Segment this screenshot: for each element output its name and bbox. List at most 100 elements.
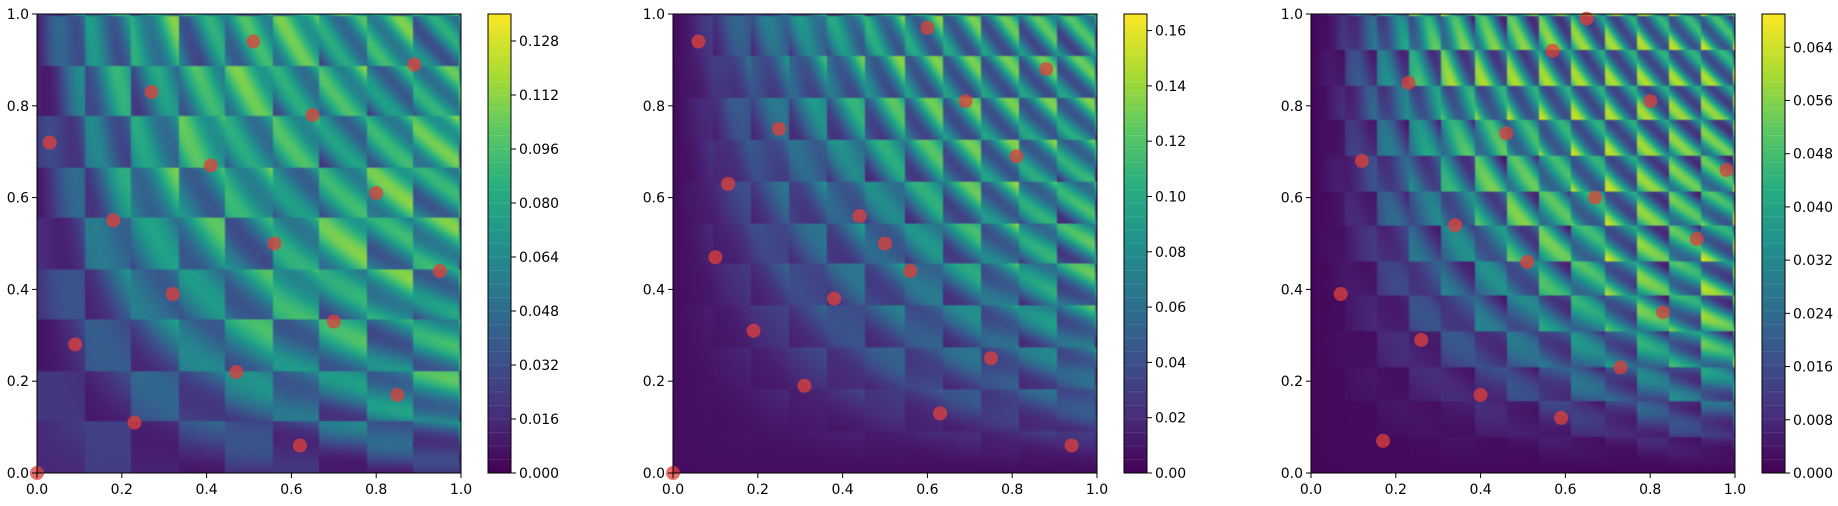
x-tick-label: 0.8 xyxy=(1001,482,1023,498)
heatmap-field xyxy=(1311,14,1735,473)
colorbar-tick-label: 0.12 xyxy=(1155,134,1186,150)
sample-point xyxy=(1719,163,1734,178)
sample-point xyxy=(708,250,723,265)
sample-point xyxy=(1545,43,1560,58)
colorbar-tick-label: 0.080 xyxy=(519,196,559,212)
sample-point xyxy=(958,94,973,109)
colorbar-frame xyxy=(1123,13,1148,474)
colorbar-frame xyxy=(487,13,512,474)
sample-point xyxy=(878,236,892,251)
colorbar-tick-label: 0.032 xyxy=(1793,253,1833,269)
sample-point xyxy=(1376,433,1391,448)
sample-point xyxy=(984,351,998,366)
sample-point xyxy=(1064,438,1079,453)
sample-point xyxy=(246,34,261,49)
x-tick-label: 1.0 xyxy=(450,482,472,498)
x-tick-label: 0.6 xyxy=(280,482,302,498)
colorbar-tick-label: 0.056 xyxy=(1793,93,1833,109)
sample-point xyxy=(691,34,706,49)
sample-point xyxy=(852,208,867,223)
sample-point xyxy=(797,378,812,393)
colorbar-tick-label: 0.048 xyxy=(519,304,559,320)
colorbar-tick-label: 0.06 xyxy=(1155,300,1186,316)
sample-point xyxy=(1588,190,1603,205)
colorbar xyxy=(1124,14,1147,473)
sample-point xyxy=(68,337,83,352)
colorbar-tick-label: 0.064 xyxy=(1793,40,1833,56)
colorbar xyxy=(488,14,511,473)
sample-point xyxy=(1473,387,1488,402)
x-tick-label: 0.4 xyxy=(831,482,853,498)
colorbar-tick-label: 0.128 xyxy=(519,34,559,50)
sample-point xyxy=(229,365,244,380)
x-tick-label: 1.0 xyxy=(1086,482,1108,498)
sample-point xyxy=(203,158,218,173)
sample-point xyxy=(144,85,159,100)
sample-point xyxy=(369,186,384,201)
colorbar-tick-label: 0.10 xyxy=(1155,189,1186,205)
colorbar-tick-label: 0.048 xyxy=(1793,147,1833,163)
sample-point xyxy=(292,438,307,453)
y-tick-label: 0.4 xyxy=(7,282,29,298)
plot-frame xyxy=(672,13,1098,474)
sample-point xyxy=(390,387,405,402)
sample-point xyxy=(127,415,142,430)
y-tick-label: 0.6 xyxy=(1281,191,1303,207)
colorbar xyxy=(1762,14,1785,473)
colorbar-tick-label: 0.016 xyxy=(1793,360,1833,376)
x-tick-label: 0.2 xyxy=(1385,482,1407,498)
sample-point xyxy=(1643,94,1658,109)
y-tick-label: 0.2 xyxy=(643,374,665,390)
x-tick-label: 0.8 xyxy=(1639,482,1661,498)
sample-point xyxy=(1354,153,1369,168)
chart-panel-1: 0.0 0.2 0.4 0.6 0.8 1.0 0.0 0.2 0.4 0.6 0.8 1.0 0.00… xyxy=(7,7,559,498)
colorbar-tick-label: 0.04 xyxy=(1155,355,1186,371)
sample-point xyxy=(1401,75,1416,90)
sample-point xyxy=(721,176,736,191)
plot-frame xyxy=(1310,13,1736,474)
colorbar-tick-label: 0.14 xyxy=(1155,79,1186,95)
sample-point xyxy=(1579,11,1594,26)
sample-point xyxy=(1499,126,1514,141)
sample-point xyxy=(772,121,786,136)
sample-point xyxy=(1039,62,1054,77)
colorbar-tick-label: 0.02 xyxy=(1155,411,1186,427)
x-tick-label: 0.0 xyxy=(1300,482,1322,498)
sample-point xyxy=(933,406,948,421)
colorbar-tick-label: 0.000 xyxy=(1793,466,1833,482)
x-tick-label: 1.0 xyxy=(1724,482,1746,498)
colorbar-tick-label: 0.16 xyxy=(1155,24,1186,40)
colorbar-tick-label: 0.040 xyxy=(1793,200,1833,216)
colorbar-tick-label: 0.064 xyxy=(519,250,559,266)
sample-point xyxy=(267,236,282,251)
sample-point xyxy=(1520,254,1535,269)
sample-point xyxy=(1554,410,1569,425)
sample-point xyxy=(1009,149,1024,164)
sample-point xyxy=(1414,332,1429,347)
y-tick-label: 0.0 xyxy=(7,466,29,482)
chart-panel-3: 0.0 0.2 0.4 0.6 0.8 1.0 0.0 0.2 0.4 0.6 0.8 1.0 0.00… xyxy=(1281,7,1833,498)
y-tick-label: 1.0 xyxy=(7,7,29,23)
x-tick-label: 0.2 xyxy=(747,482,769,498)
colorbar-tick-label: 0.08 xyxy=(1155,245,1186,261)
colorbar-frame xyxy=(1761,13,1786,474)
colorbar-tick-label: 0.00 xyxy=(1155,466,1186,482)
x-tick-label: 0.4 xyxy=(195,482,217,498)
sample-point xyxy=(903,264,918,279)
colorbar-tick-label: 0.032 xyxy=(519,358,559,374)
colorbar-tick-label: 0.112 xyxy=(519,88,559,104)
x-tick-label: 0.8 xyxy=(365,482,387,498)
y-tick-label: 0.0 xyxy=(643,466,665,482)
x-tick-label: 0.6 xyxy=(916,482,938,498)
sample-point xyxy=(407,57,422,72)
sample-point xyxy=(305,107,320,122)
y-tick-label: 0.8 xyxy=(643,99,665,115)
sample-point xyxy=(920,20,935,35)
y-tick-label: 0.4 xyxy=(643,282,665,298)
heatmap-field xyxy=(37,14,461,473)
x-tick-label: 0.0 xyxy=(26,482,48,498)
y-tick-label: 0.8 xyxy=(1281,99,1303,115)
y-tick-label: 0.8 xyxy=(7,99,29,115)
colorbar-tick-label: 0.024 xyxy=(1793,306,1833,322)
